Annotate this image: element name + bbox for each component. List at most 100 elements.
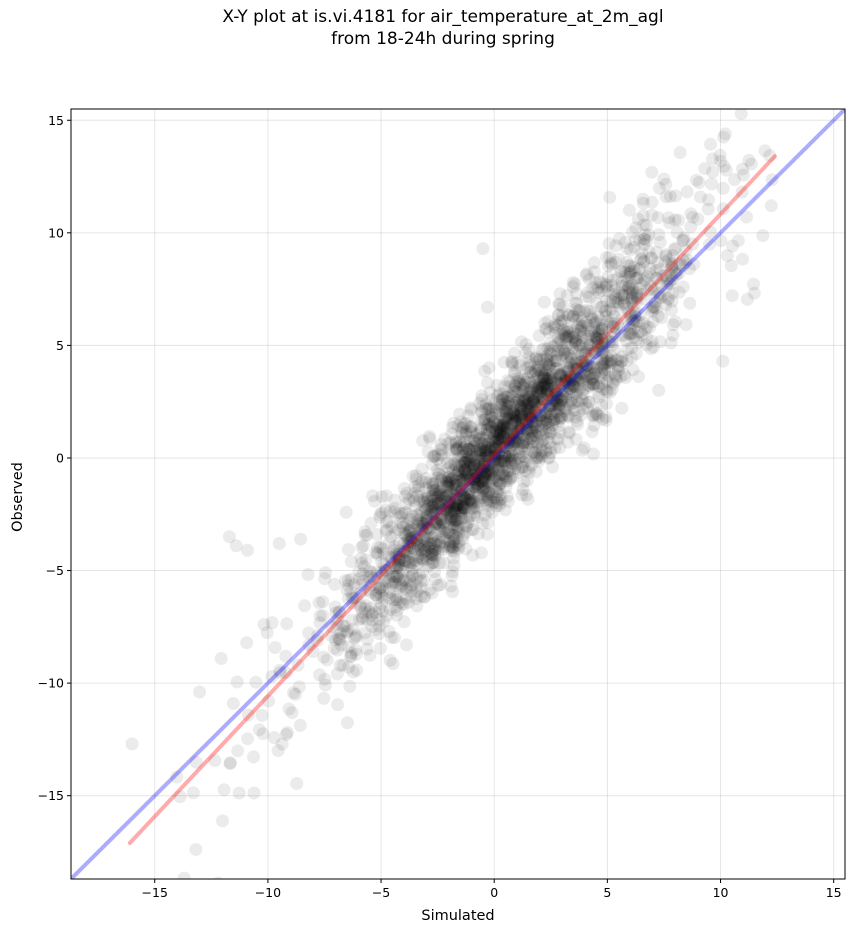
data-point <box>437 516 451 530</box>
data-point <box>488 448 502 462</box>
data-point <box>571 383 585 397</box>
data-point <box>370 546 384 560</box>
data-point <box>462 447 476 461</box>
data-point <box>505 356 519 369</box>
data-point <box>490 485 503 499</box>
data-point <box>396 545 410 559</box>
data-point <box>525 413 539 426</box>
data-point <box>405 578 419 592</box>
data-point <box>383 591 397 605</box>
data-point <box>535 423 548 437</box>
data-point <box>570 287 584 301</box>
data-point <box>537 392 551 406</box>
data-point <box>214 652 228 665</box>
data-point <box>502 411 516 425</box>
data-point <box>429 483 443 497</box>
data-point <box>573 381 587 395</box>
data-point <box>497 454 511 468</box>
data-point <box>418 540 432 554</box>
data-point <box>530 395 544 409</box>
data-point <box>538 316 552 330</box>
data-point <box>566 280 580 294</box>
data-point <box>428 543 442 557</box>
data-point <box>481 376 494 390</box>
data-point <box>541 410 555 424</box>
data-point <box>514 406 528 420</box>
data-point <box>540 357 553 371</box>
data-point <box>402 526 416 539</box>
data-point <box>549 373 563 387</box>
data-point <box>506 398 520 412</box>
data-point <box>431 448 445 462</box>
data-point <box>579 290 593 304</box>
data-point <box>470 428 484 442</box>
data-point <box>592 380 606 394</box>
data-point <box>347 578 361 591</box>
data-point <box>376 604 390 618</box>
data-point <box>528 398 542 412</box>
data-point <box>302 638 316 652</box>
data-point <box>736 252 749 266</box>
data-point <box>595 322 609 336</box>
data-point <box>406 556 419 570</box>
data-point <box>473 449 486 463</box>
plot-area <box>71 109 845 879</box>
data-point <box>341 578 355 592</box>
data-point <box>565 393 578 407</box>
data-point <box>447 499 461 513</box>
data-point <box>645 334 659 348</box>
data-point <box>632 263 646 277</box>
data-point <box>389 525 402 539</box>
data-point <box>544 353 558 367</box>
data-point <box>586 312 600 326</box>
data-point <box>496 435 510 449</box>
data-point <box>345 590 359 604</box>
data-point <box>534 397 548 411</box>
data-point <box>423 583 437 597</box>
data-point <box>491 389 504 403</box>
data-point <box>422 559 436 573</box>
data-point <box>365 609 379 623</box>
chart-title-line1: X-Y plot at is.vi.4181 for air_temperatu… <box>222 7 664 27</box>
data-point <box>431 578 445 592</box>
data-point <box>475 464 489 478</box>
data-point <box>478 431 492 445</box>
data-point <box>428 572 442 586</box>
data-point <box>522 402 536 416</box>
data-point <box>442 461 456 475</box>
data-point <box>578 348 592 362</box>
data-point <box>530 350 544 364</box>
data-point <box>556 348 570 361</box>
data-point <box>596 359 610 373</box>
data-point <box>385 520 399 534</box>
data-point <box>653 287 667 301</box>
data-point <box>346 665 360 679</box>
data-point <box>448 505 462 519</box>
data-point <box>465 495 479 509</box>
data-point <box>337 624 351 638</box>
data-point <box>410 518 424 532</box>
data-point <box>550 384 564 398</box>
data-point <box>417 493 431 507</box>
data-point <box>495 419 509 433</box>
data-point <box>618 235 632 249</box>
data-point <box>448 501 461 515</box>
data-point <box>406 469 420 483</box>
data-point <box>584 329 598 343</box>
data-point <box>482 449 496 463</box>
data-point <box>416 494 430 508</box>
data-point <box>645 208 659 222</box>
data-point <box>618 368 632 382</box>
data-point <box>471 458 484 472</box>
data-point <box>726 239 739 253</box>
data-point <box>424 536 438 550</box>
data-point <box>525 458 539 472</box>
data-point <box>450 485 463 499</box>
data-point <box>568 336 582 350</box>
data-point <box>397 597 411 611</box>
data-point <box>435 530 449 544</box>
data-point <box>508 414 522 428</box>
data-point <box>599 304 613 318</box>
data-point <box>642 228 656 242</box>
data-point <box>495 454 509 468</box>
